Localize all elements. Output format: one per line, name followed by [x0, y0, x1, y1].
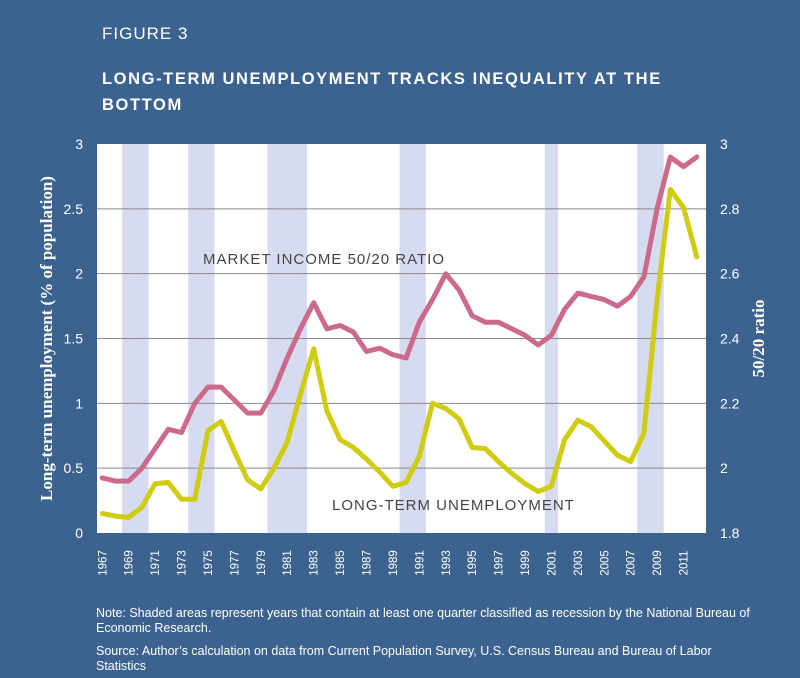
x-tick-label: 2007 — [626, 550, 638, 576]
unemployment-series-line — [99, 186, 700, 520]
x-tick-label: 1987 — [361, 550, 373, 576]
y-tick-label-right: 2.4 — [720, 331, 740, 347]
y-axis-label-right: 50/20 ratio — [749, 300, 768, 378]
figure-label: FIGURE 3 — [102, 24, 189, 43]
y-tick-label-left: 2.5 — [64, 201, 84, 217]
ratio-series-line — [99, 154, 700, 484]
x-tick-label: 1967 — [97, 550, 109, 576]
x-tick-label: 2009 — [652, 550, 664, 576]
x-tick-label: 1985 — [335, 550, 347, 576]
x-tick-label: 1999 — [520, 550, 532, 576]
x-tick-label: 1979 — [256, 550, 268, 576]
x-tick-label: 1975 — [203, 550, 215, 576]
y-tick-label-left: 0.5 — [64, 460, 84, 476]
ratio-series-annotation: MARKET INCOME 50/20 RATIO — [203, 251, 445, 268]
y-tick-label-right: 2.6 — [720, 266, 740, 282]
x-tick-label: 1995 — [467, 550, 479, 576]
x-tick-label: 1993 — [441, 550, 453, 576]
y-tick-label-left: 1.5 — [64, 331, 84, 347]
x-tick-label: 1977 — [229, 550, 241, 576]
source-note: Source: Author’s calculation on data fro… — [96, 644, 712, 673]
y-tick-label-right: 2 — [720, 460, 728, 476]
y-tick-label-right: 2.2 — [720, 395, 740, 411]
line-chart: 0 0.5 1 1.5 2 2.5 3 1.8 2 2.2 2.4 2.6 2.8 3 1967 1969 19… — [37, 136, 768, 576]
chart-title: LONG-TERM UNEMPLOYMENT TRACKS INEQUALITY… — [102, 70, 662, 114]
x-tick-label: 2003 — [573, 550, 585, 576]
y-tick-label-left: 2 — [75, 266, 83, 282]
x-tick-label: 1997 — [494, 550, 506, 576]
y-axis-label-left: Long-term unemployment (% of population) — [37, 176, 56, 501]
x-tick-label: 1981 — [282, 550, 294, 576]
y-tick-label-right: 2.8 — [720, 201, 740, 217]
x-tick-label: 1991 — [414, 550, 426, 576]
x-tick-label: 2005 — [599, 550, 611, 576]
x-tick-label: 1969 — [124, 550, 136, 576]
x-tick-label: 2011 — [679, 551, 691, 576]
x-tick-label: 1989 — [388, 550, 400, 576]
x-tick-label: 1983 — [309, 550, 321, 576]
shading-note: Note: Shaded areas represent years that … — [96, 606, 750, 635]
unemployment-series-annotation: LONG-TERM UNEMPLOYMENT — [332, 497, 575, 514]
x-tick-label: 1971 — [150, 550, 162, 576]
y-tick-label-left: 1 — [75, 395, 83, 411]
y-tick-label-left: 0 — [75, 525, 83, 541]
y-tick-label-left: 3 — [75, 136, 83, 152]
x-tick-label: 1973 — [177, 550, 189, 576]
y-tick-label-right: 3 — [720, 136, 728, 152]
x-tick-label: 2001 — [546, 550, 558, 576]
y-tick-label-right: 1.8 — [720, 525, 740, 541]
